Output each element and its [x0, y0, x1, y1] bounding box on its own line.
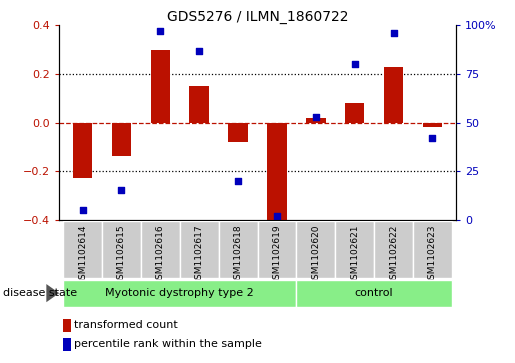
Text: GSM1102619: GSM1102619 [272, 224, 281, 285]
Text: percentile rank within the sample: percentile rank within the sample [74, 339, 262, 349]
Point [117, 188, 126, 193]
Bar [335, 221, 374, 278]
Point [389, 30, 398, 36]
Bar [63, 221, 102, 278]
Bar [63, 338, 71, 351]
Point [428, 135, 437, 141]
Point [273, 213, 281, 219]
Text: GSM1102623: GSM1102623 [428, 224, 437, 285]
Point [234, 178, 242, 184]
Bar [228, 122, 248, 142]
Text: GSM1102614: GSM1102614 [78, 224, 87, 285]
Bar [219, 221, 258, 278]
Text: GSM1102617: GSM1102617 [195, 224, 204, 285]
Bar [112, 122, 131, 156]
Bar [423, 122, 442, 127]
Bar [345, 103, 365, 122]
Bar [306, 118, 325, 122]
Bar [258, 221, 296, 278]
Point [312, 114, 320, 119]
Point [156, 28, 164, 34]
Text: disease state: disease state [3, 288, 77, 298]
Text: Myotonic dystrophy type 2: Myotonic dystrophy type 2 [106, 288, 254, 298]
Point [351, 61, 359, 67]
Bar [384, 67, 403, 122]
Bar [141, 221, 180, 278]
Text: GSM1102622: GSM1102622 [389, 224, 398, 285]
Text: GSM1102616: GSM1102616 [156, 224, 165, 285]
Bar [102, 221, 141, 278]
Point [195, 48, 203, 54]
Bar [374, 221, 413, 278]
Bar [296, 221, 335, 278]
Text: transformed count: transformed count [74, 321, 178, 330]
Text: control: control [355, 288, 393, 298]
Bar [73, 122, 92, 178]
Bar [413, 221, 452, 278]
Bar [63, 280, 296, 307]
Text: GSM1102615: GSM1102615 [117, 224, 126, 285]
Point [78, 207, 87, 213]
Bar [150, 50, 170, 122]
Bar [296, 280, 452, 307]
Title: GDS5276 / ILMN_1860722: GDS5276 / ILMN_1860722 [167, 11, 348, 24]
Text: GSM1102618: GSM1102618 [234, 224, 243, 285]
Polygon shape [46, 284, 59, 302]
Text: GSM1102620: GSM1102620 [311, 224, 320, 285]
Bar [180, 221, 219, 278]
Bar [63, 319, 71, 332]
Text: GSM1102621: GSM1102621 [350, 224, 359, 285]
Bar [267, 122, 287, 224]
Bar [190, 86, 209, 122]
